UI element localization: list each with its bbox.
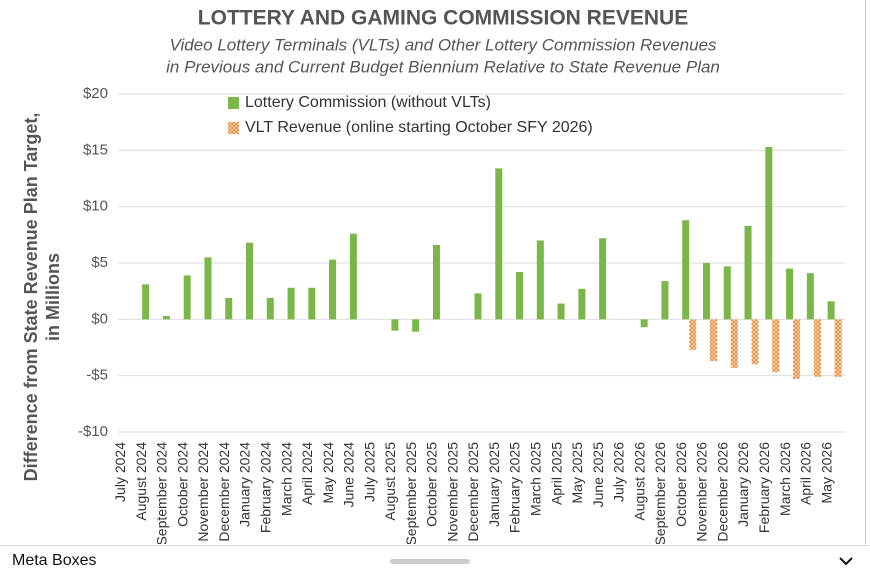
x-tick-label: July 2026 xyxy=(611,442,627,502)
x-tick-label: August 2024 xyxy=(133,442,149,521)
bar xyxy=(744,225,752,320)
footer-label[interactable]: Meta Boxes xyxy=(12,552,96,569)
x-tick-label: May 2025 xyxy=(569,442,585,504)
bar xyxy=(793,319,801,380)
bar xyxy=(516,272,524,320)
bar xyxy=(834,319,842,377)
bar xyxy=(751,319,759,365)
y-tick-label: $20 xyxy=(83,85,108,102)
x-tick-label: January 2026 xyxy=(735,442,751,527)
x-tick-label: December 2025 xyxy=(465,442,481,542)
y-axis-label: Difference from State Revenue Plan Targe… xyxy=(21,113,41,482)
y-tick-label: $15 xyxy=(83,141,108,158)
bar xyxy=(474,293,482,320)
bar xyxy=(578,288,586,320)
bar xyxy=(723,266,731,320)
bar xyxy=(412,319,420,332)
legend-swatch xyxy=(228,97,239,109)
chart-subtitle: in Previous and Current Budget Biennium … xyxy=(166,57,720,76)
bar xyxy=(827,301,835,320)
x-tick-label: April 2025 xyxy=(548,442,564,505)
bar xyxy=(806,273,814,320)
y-tick-label: -$5 xyxy=(86,367,108,384)
bar xyxy=(709,319,717,362)
bar xyxy=(225,297,233,320)
x-tick-label: March 2025 xyxy=(528,442,544,516)
x-tick-label: January 2024 xyxy=(237,442,253,527)
bar xyxy=(204,257,212,320)
y-tick-label: $10 xyxy=(83,198,108,215)
x-labels: July 2024 August 2024 September 2024 Octobe… xyxy=(112,442,834,546)
bar xyxy=(308,287,316,320)
bar xyxy=(765,146,773,320)
chart-title: LOTTERY AND GAMING COMMISSION REVENUE xyxy=(198,7,688,30)
legend-swatch xyxy=(228,122,239,134)
legend-label: VLT Revenue (online starting October SFY… xyxy=(245,119,593,136)
bar xyxy=(349,233,357,320)
x-tick-label: May 2026 xyxy=(818,442,834,504)
bar xyxy=(682,220,690,320)
bar xyxy=(432,244,440,320)
x-tick-label: October 2025 xyxy=(424,442,440,527)
bar xyxy=(772,319,780,373)
bar xyxy=(640,319,648,328)
y-tick-label: $5 xyxy=(91,254,108,271)
chart-subtitle: Video Lottery Terminals (VLTs) and Other… xyxy=(169,35,717,54)
x-tick-label: August 2025 xyxy=(382,442,398,521)
bar xyxy=(786,268,794,320)
bar xyxy=(536,240,544,320)
bar xyxy=(730,319,738,368)
bar xyxy=(599,238,607,320)
chart-panel xyxy=(0,0,865,545)
x-tick-label: June 2024 xyxy=(341,442,357,508)
x-tick-label: February 2025 xyxy=(507,442,523,533)
bar xyxy=(391,319,399,331)
bar xyxy=(557,303,565,320)
bar xyxy=(287,287,295,320)
x-tick-label: October 2026 xyxy=(673,442,689,527)
bar xyxy=(689,319,697,350)
bar xyxy=(162,315,170,320)
x-tick-label: September 2024 xyxy=(154,442,170,546)
drag-handle[interactable] xyxy=(390,559,470,564)
bar xyxy=(183,275,191,320)
x-tick-label: November 2026 xyxy=(694,442,710,542)
bar xyxy=(661,281,669,320)
x-tick-label: February 2024 xyxy=(257,442,273,533)
bar xyxy=(246,242,254,320)
bar xyxy=(702,263,710,320)
x-tick-label: May 2024 xyxy=(320,442,336,504)
x-tick-label: July 2024 xyxy=(112,442,128,502)
x-tick-label: October 2024 xyxy=(174,442,190,527)
y-axis-label: in Millions xyxy=(43,253,63,341)
x-tick-label: March 2024 xyxy=(278,442,294,516)
x-tick-label: April 2024 xyxy=(299,442,315,505)
x-tick-label: June 2025 xyxy=(590,442,606,508)
bar xyxy=(495,168,503,320)
x-tick-label: December 2024 xyxy=(216,442,232,542)
x-tick-label: August 2026 xyxy=(631,442,647,521)
x-tick-label: September 2026 xyxy=(652,442,668,546)
y-tick-label: $0 xyxy=(91,310,108,327)
chevron[interactable] xyxy=(839,557,853,566)
bottom-bar xyxy=(0,545,870,570)
y-tick-label: -$10 xyxy=(78,423,108,440)
x-tick-label: April 2026 xyxy=(798,442,814,505)
bar xyxy=(329,259,337,320)
x-tick-label: February 2026 xyxy=(756,442,772,533)
x-tick-label: December 2026 xyxy=(714,442,730,542)
x-tick-label: September 2025 xyxy=(403,442,419,546)
x-tick-label: November 2025 xyxy=(444,442,460,542)
x-tick-label: July 2025 xyxy=(361,442,377,502)
x-tick-label: March 2026 xyxy=(777,442,793,516)
x-tick-label: November 2024 xyxy=(195,442,211,542)
bar xyxy=(142,284,150,320)
bar xyxy=(266,297,274,320)
legend-label: Lottery Commission (without VLTs) xyxy=(245,94,491,111)
x-tick-label: January 2025 xyxy=(486,442,502,527)
bar xyxy=(813,319,821,377)
